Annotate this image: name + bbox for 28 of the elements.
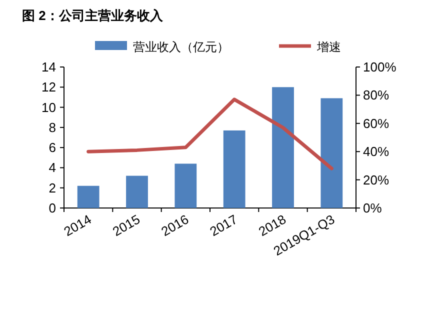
legend-label: 营业收入（亿元）	[133, 40, 229, 54]
line-series	[86, 98, 334, 170]
y2-tick-label: 100%	[363, 60, 397, 74]
bar	[320, 98, 343, 208]
y-tick-label: 0	[48, 200, 56, 216]
y-tick-label: 8	[48, 120, 56, 135]
chart-title: 图 2：公司主营业务收入	[22, 8, 164, 23]
y2-tick-label: 20%	[363, 172, 390, 188]
y-tick-label: 12	[42, 80, 56, 95]
y2-tick-label: 40%	[363, 144, 390, 160]
y-tick-label: 6	[48, 140, 56, 156]
y2-tick-label: 0%	[363, 200, 382, 216]
bar	[77, 186, 100, 208]
legend-label: 增速	[316, 40, 341, 54]
y-tick-label: 10	[42, 100, 56, 115]
y2-tick-label: 60%	[363, 116, 390, 131]
y2-tick-label: 80%	[363, 88, 390, 103]
y-tick-label: 14	[42, 60, 56, 74]
bar	[174, 164, 197, 208]
x-tick-label: 2014	[61, 212, 94, 240]
bar	[272, 87, 294, 208]
y-tick-label: 4	[48, 160, 56, 176]
x-tick-label: 2017	[207, 212, 240, 240]
x-tick-label: 2016	[158, 212, 192, 240]
x-tick-label: 2015	[110, 212, 142, 240]
bar	[126, 176, 148, 208]
bar	[223, 130, 246, 208]
y-tick-label: 2	[48, 180, 56, 196]
